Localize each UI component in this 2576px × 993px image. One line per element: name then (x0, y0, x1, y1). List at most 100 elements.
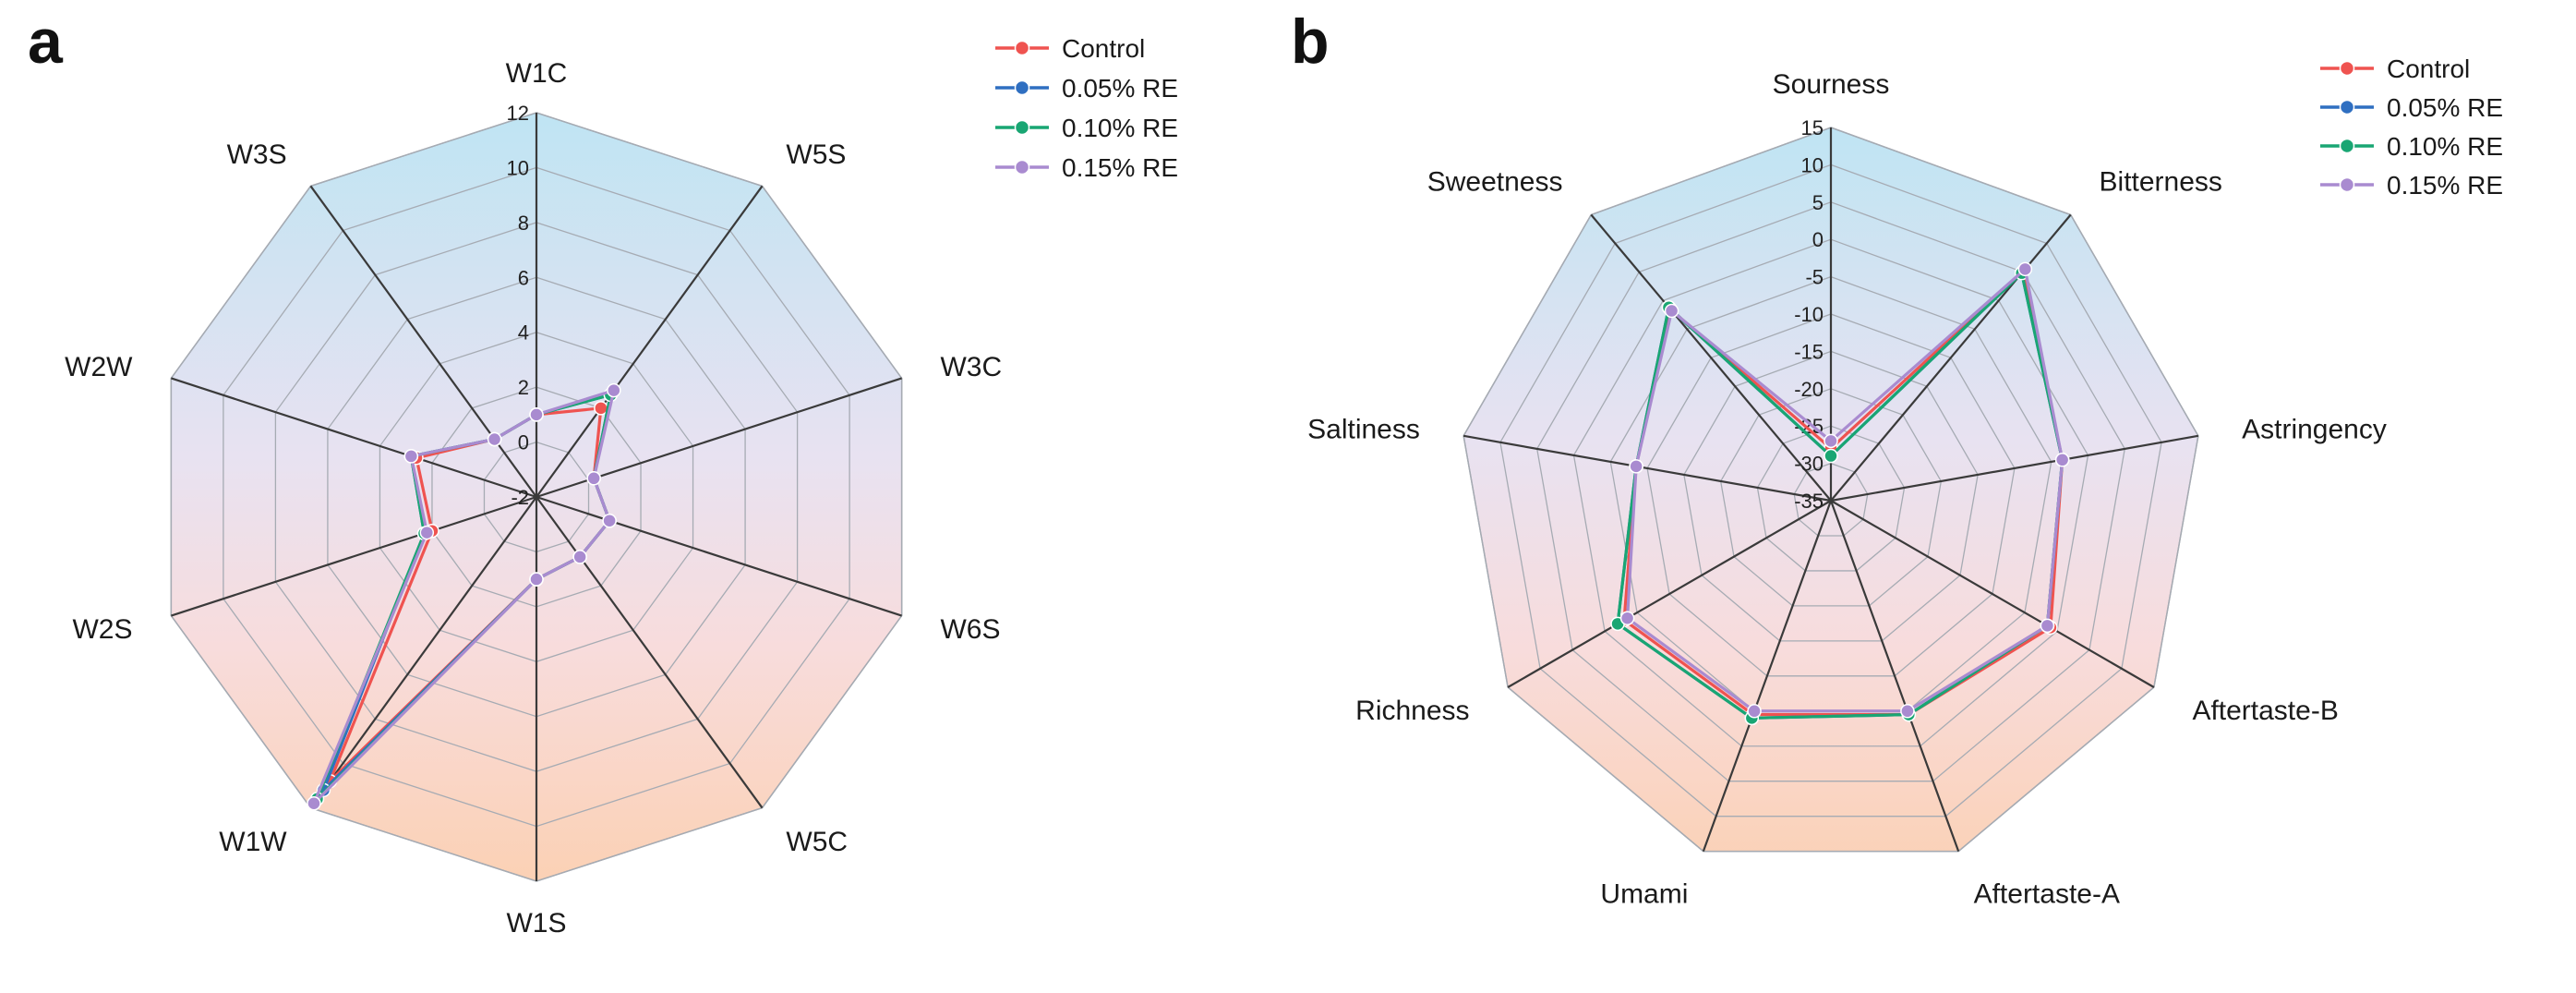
axis-label-aftertaste-a: Aftertaste-A (1974, 879, 2120, 910)
legend-a: Control 0.05% RE 0.10% RE 0.15% RE (995, 34, 1178, 182)
tick-label-b-0: -35 (1794, 490, 1824, 513)
series-line-b-0-10pct-re (1616, 272, 2064, 720)
tick-label-a-4: 6 (518, 266, 529, 289)
legend-label-a-0-05pct-re: 0.05% RE (1062, 74, 1178, 103)
radar-spokes-b (1463, 127, 2199, 853)
data-point-a-0-15pct-re-w3s (487, 431, 502, 447)
radar-axis-labels-b: Sourness Bitterness Astringency Aftertaste-… (1307, 69, 2387, 910)
tick-label-b-7: 0 (1812, 228, 1824, 251)
axis-label-w6s: W6S (940, 614, 1000, 645)
legend-marker-b-control (2339, 60, 2355, 77)
tick-label-b-9: 10 (1801, 153, 1824, 176)
axis-label-richness: Richness (1355, 696, 1469, 726)
data-point-b-0-15pct-re-sweetness (1664, 303, 1679, 319)
axis-label-umami: Umami (1600, 879, 1688, 910)
tick-label-b-8: 5 (1812, 191, 1824, 214)
tick-label-b-3: -20 (1794, 378, 1824, 401)
axis-label-w2s: W2S (72, 614, 132, 645)
legend-marker-a-0-05pct-re (1014, 79, 1030, 96)
legend-marker-b-0-10pct-re (2339, 138, 2355, 154)
data-point-b-0-15pct-re-umami (1747, 704, 1762, 719)
tick-label-a-0: -2 (511, 486, 529, 509)
legend-b: Control 0.05% RE 0.10% RE 0.15% RE (2320, 54, 2503, 200)
radar-spokes-a (171, 113, 902, 881)
spoke-sweetness (1590, 213, 1832, 502)
tick-label-a-5: 8 (518, 212, 529, 235)
legend-label-b-0-10pct-re: 0.10% RE (2387, 132, 2503, 161)
data-point-a-0-15pct-re-w1w (307, 795, 321, 811)
data-point-b-0-15pct-re-richness (1619, 611, 1635, 626)
tick-label-b-5: -10 (1794, 303, 1824, 326)
spoke-aftertaste-a (1829, 500, 1960, 853)
axis-label-sweetness: Sweetness (1427, 167, 1563, 198)
axis-label-astringency: Astringency (2242, 415, 2387, 445)
legend-item-b-0-10pct-re: 0.10% RE (2320, 132, 2503, 161)
data-point-b-0-10pct-re-sourness (1824, 448, 1838, 464)
axis-label-w3c: W3C (940, 352, 1002, 382)
axis-label-w5c: W5C (786, 827, 848, 857)
spoke-w2s (171, 495, 537, 617)
grid-ring-b-2 (1756, 425, 1906, 572)
tick-label-a-7: 12 (507, 102, 529, 125)
series-a-0-15pct-re (307, 382, 621, 811)
spoke-aftertaste-b (1830, 500, 2155, 688)
axis-label-w1w: W1W (219, 827, 287, 857)
data-point-b-0-15pct-re-sourness (1824, 433, 1838, 449)
legend-item-b-control: Control (2320, 54, 2470, 83)
legend-label-a-control: Control (1062, 34, 1145, 63)
spoke-saltiness (1463, 434, 1832, 503)
legend-item-b-0-15pct-re: 0.15% RE (2320, 171, 2503, 200)
grid-ring-b-5 (1646, 313, 2016, 677)
tick-label-a-1: 0 (518, 431, 529, 454)
data-point-b-0-15pct-re-aftertaste-a (1900, 704, 1915, 719)
legend-label-a-0-15pct-re: 0.15% RE (1062, 153, 1178, 182)
tick-label-b-6: -5 (1805, 266, 1824, 289)
axis-label-w1s: W1S (506, 908, 566, 939)
legend-marker-a-control (1014, 40, 1030, 56)
radar-chart-a: a -2 0 2 4 6 8 10 12 W1C W5S W3C W6S W5C W1S W1W W2S W2… (28, 6, 1178, 939)
data-point-a-0-15pct-re-w5c (572, 550, 587, 564)
spoke-richness (1507, 500, 1832, 688)
grid-ring-b-8 (1536, 201, 2125, 782)
grid-ring-b-4 (1683, 350, 1979, 642)
data-point-b-0-15pct-re-astringency (2054, 453, 2070, 467)
spoke-w5c (536, 496, 764, 809)
data-point-a-control-w5s (594, 401, 608, 416)
axis-label-w5s: W5S (786, 139, 846, 170)
data-point-a-0-15pct-re-w5s (607, 382, 621, 398)
axis-label-aftertaste-b: Aftertaste-B (2192, 696, 2338, 726)
radar-series-b (1610, 261, 2070, 726)
spoke-w3s (309, 185, 537, 498)
data-point-a-0-15pct-re-w1c (529, 407, 544, 422)
legend-item-a-control: Control (995, 34, 1145, 63)
legend-marker-a-0-10pct-re (1014, 119, 1030, 136)
tick-label-a-6: 10 (507, 156, 529, 179)
panel-label-b: b (1291, 6, 1330, 77)
tick-label-b-1: -30 (1794, 453, 1824, 476)
series-b-0-15pct-re (1619, 261, 2070, 719)
legend-item-a-0-05pct-re: 0.05% RE (995, 74, 1178, 103)
legend-label-b-0-05pct-re: 0.05% RE (2387, 93, 2503, 122)
tick-label-a-2: 2 (518, 376, 529, 399)
spoke-w1w (309, 496, 537, 809)
radar-tick-labels-a: -2 0 2 4 6 8 10 12 (507, 102, 529, 509)
spoke-bitterness (1830, 213, 2072, 502)
data-point-b-0-15pct-re-bitterness (2017, 261, 2033, 277)
axis-label-w3s: W3S (227, 139, 287, 170)
legend-marker-a-0-15pct-re (1014, 159, 1030, 176)
grid-ring-b-3 (1719, 388, 1943, 607)
data-point-b-0-15pct-re-aftertaste-b (2040, 618, 2055, 634)
spoke-umami (1702, 500, 1833, 853)
spoke-w6s (536, 495, 902, 617)
spoke-w5s (536, 185, 764, 498)
tick-label-a-3: 4 (518, 321, 529, 345)
axis-label-bitterness: Bitterness (2100, 167, 2222, 198)
grid-ring-b-10 (1463, 127, 2199, 853)
legend-marker-b-0-15pct-re (2339, 176, 2355, 193)
tick-label-b-10: 15 (1801, 116, 1824, 139)
panel-label-a: a (28, 6, 64, 77)
series-line-b-0-15pct-re (1625, 267, 2064, 713)
data-point-a-0-15pct-re-w1s (529, 572, 544, 587)
